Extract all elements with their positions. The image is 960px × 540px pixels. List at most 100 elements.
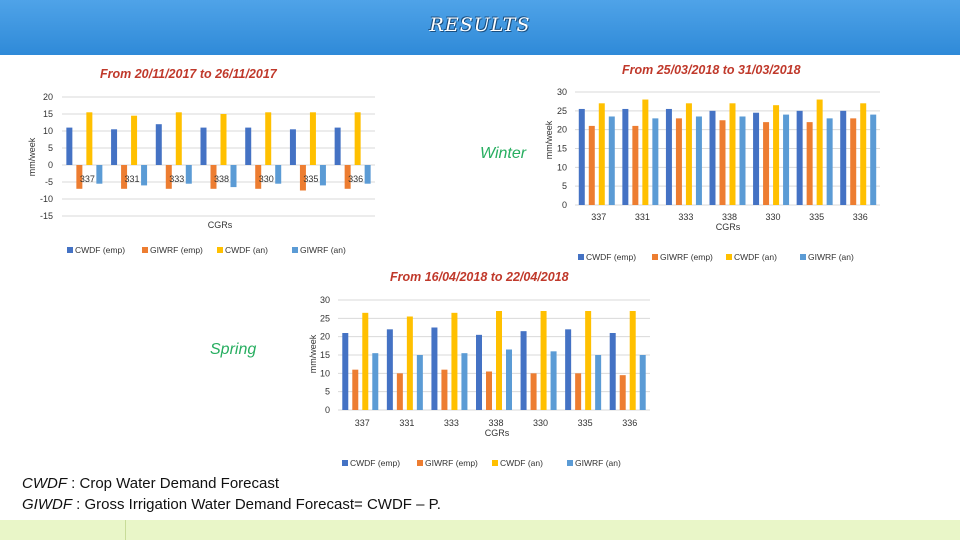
chart-3-bar-cwdf-emp--337 xyxy=(342,333,349,410)
giwdf-text: : Gross Irrigation Water Demand Forecast… xyxy=(72,496,441,513)
chart-3-legend-label: CWDF (an) xyxy=(500,458,543,468)
chart-3-legend-swatch xyxy=(342,460,348,466)
season-label-spring: Spring xyxy=(210,341,257,358)
chart-2-bar-giwrf-emp--336 xyxy=(850,118,857,205)
chart-2-bar-giwrf-emp--330 xyxy=(763,122,770,205)
footer-band xyxy=(0,520,960,540)
chart-2-bar-giwrf-an--333 xyxy=(695,116,702,205)
chart-3-bar-giwrf-emp--330 xyxy=(530,373,537,410)
chart-2-legend-swatch xyxy=(800,254,806,260)
chart-1-bar-giwrf-emp--335 xyxy=(299,165,306,191)
chart-3-y-tick-label: 10 xyxy=(320,368,330,378)
chart-1-y-tick-label: 20 xyxy=(43,92,53,102)
chart-2-y-tick-label: 15 xyxy=(557,144,567,154)
chart-3-bar-giwrf-emp--331 xyxy=(396,373,403,410)
chart-1-y-tick-label: 15 xyxy=(43,109,53,119)
chart-1-x-tick-label: 331 xyxy=(125,174,140,184)
chart-2-bar-cwdf-an--337 xyxy=(598,103,605,205)
chart-1-bar-giwrf-an--338 xyxy=(230,165,237,188)
chart-3-bar-cwdf-emp--338 xyxy=(476,334,482,410)
chart-1-x-tick-label: 330 xyxy=(259,174,274,184)
chart-3-bar-giwrf-an--338 xyxy=(506,349,512,410)
chart-2-y-tick-label: 5 xyxy=(562,181,567,191)
chart-2-legend-swatch xyxy=(652,254,658,260)
chart-3-bar-giwrf-emp--333 xyxy=(441,369,448,410)
season-label-winter: Winter xyxy=(480,145,527,162)
chart-3-y-tick-label: 0 xyxy=(325,405,330,415)
chart-2-x-tick-label: 331 xyxy=(635,212,650,222)
chart-2-legend-label: CWDF (an) xyxy=(734,252,777,262)
chart-1-legend-label: GIWRF (emp) xyxy=(150,245,203,255)
chart-2-bar-giwrf-an--330 xyxy=(783,114,790,205)
chart-1-legend-label: CWDF (an) xyxy=(225,245,268,255)
chart-2-bar-cwdf-an--333 xyxy=(685,103,692,205)
chart-1-x-tick-label: 333 xyxy=(169,174,184,184)
chart-3-bar-cwdf-emp--335 xyxy=(565,329,572,410)
chart-2-bar-cwdf-an--330 xyxy=(773,105,780,205)
chart-2-bar-giwrf-an--335 xyxy=(826,118,833,205)
chart-2-bar-giwrf-emp--335 xyxy=(806,122,813,205)
chart-3-x-tick-label: 337 xyxy=(355,418,370,428)
chart-3-title: From 16/04/2018 to 22/04/2018 xyxy=(390,270,569,284)
chart-2-bar-cwdf-emp--338 xyxy=(709,110,716,205)
chart-1-y-tick-label: 10 xyxy=(43,126,53,136)
chart-1-legend-swatch xyxy=(292,247,298,253)
chart-1-bar-cwdf-emp--330 xyxy=(245,127,252,165)
chart-1-bar-cwdf-an--336 xyxy=(354,112,361,165)
chart-3-legend-swatch xyxy=(417,460,423,466)
chart-2-bar-cwdf-an--331 xyxy=(642,99,649,205)
chart-1-bar-giwrf-emp--333 xyxy=(165,165,172,189)
chart-3-x-tick-label: 333 xyxy=(444,418,459,428)
chart-1-bar-giwrf-an--330 xyxy=(275,165,282,184)
cwdf-abbr: CWDF xyxy=(22,475,67,492)
chart-2-x-tick-label: 335 xyxy=(809,212,824,222)
chart-2-y-tick-label: 30 xyxy=(557,87,567,97)
chart-1-bar-cwdf-emp--337 xyxy=(66,127,73,165)
chart-3-legend-label: GIWRF (emp) xyxy=(425,458,478,468)
chart-3-y-tick-label: 30 xyxy=(320,295,330,305)
chart-3-bar-giwrf-emp--336 xyxy=(619,375,626,410)
chart-2-x-tick-label: 338 xyxy=(722,212,737,222)
chart-1-bar-giwrf-emp--338 xyxy=(210,165,217,189)
chart-3-bar-giwrf-an--331 xyxy=(416,355,423,410)
chart-3-bar-giwrf-an--333 xyxy=(461,353,468,410)
chart-1-bar-cwdf-emp--333 xyxy=(155,124,162,165)
chart-2-legend-swatch xyxy=(578,254,584,260)
chart-3-legend-label: GIWRF (an) xyxy=(575,458,621,468)
chart-1-y-tick-label: -5 xyxy=(45,177,53,187)
chart-1-bar-giwrf-an--333 xyxy=(185,165,192,184)
giwdf-abbr: GIWDF xyxy=(22,496,72,513)
chart-1-bar-giwrf-an--336 xyxy=(364,165,371,184)
chart-1-bar-cwdf-emp--331 xyxy=(111,129,118,165)
footer-divider xyxy=(125,520,126,540)
chart-1-y-tick-label: 0 xyxy=(48,160,53,170)
chart-2-bar-cwdf-emp--337 xyxy=(578,108,585,205)
definitions-block: CWDF : Crop Water Demand Forecast GIWDF … xyxy=(22,473,441,515)
chart-1-x-tick-label: 336 xyxy=(348,174,363,184)
chart-2-bar-giwrf-emp--331 xyxy=(632,125,639,205)
chart-2-bar-giwrf-an--331 xyxy=(652,118,659,205)
chart-1-bar-giwrf-an--331 xyxy=(141,165,148,186)
chart-1-bar-cwdf-an--337 xyxy=(86,112,93,165)
chart-1-bar-giwrf-emp--330 xyxy=(255,165,262,189)
chart-2-bar-giwrf-an--337 xyxy=(608,116,615,205)
chart-2-bar-giwrf-emp--337 xyxy=(588,125,595,205)
definition-giwdf: GIWDF : Gross Irrigation Water Demand Fo… xyxy=(22,494,441,515)
chart-2-legend-swatch xyxy=(726,254,732,260)
chart-1-bar-cwdf-an--338 xyxy=(220,114,227,165)
chart-2-legend-label: GIWRF (emp) xyxy=(660,252,713,262)
chart-3-bar-cwdf-an--338 xyxy=(496,311,502,410)
chart-1-legend-swatch xyxy=(217,247,223,253)
chart-3-y-axis-label: mm/week xyxy=(308,334,318,373)
chart-1-bar-giwrf-emp--337 xyxy=(76,165,83,189)
chart-1-bar-cwdf-an--333 xyxy=(175,112,182,165)
page-title: RESULTS xyxy=(429,14,531,36)
chart-1-bar-cwdf-emp--335 xyxy=(289,129,296,165)
chart-1-y-tick-label: 5 xyxy=(48,143,53,153)
chart-1-y-tick-label: -10 xyxy=(40,194,53,204)
chart-3-y-tick-label: 15 xyxy=(320,350,330,360)
chart-2-y-tick-label: 10 xyxy=(557,162,567,172)
chart-2-y-axis-label: mm/week xyxy=(544,120,554,159)
chart-3-bar-giwrf-an--330 xyxy=(550,351,557,410)
